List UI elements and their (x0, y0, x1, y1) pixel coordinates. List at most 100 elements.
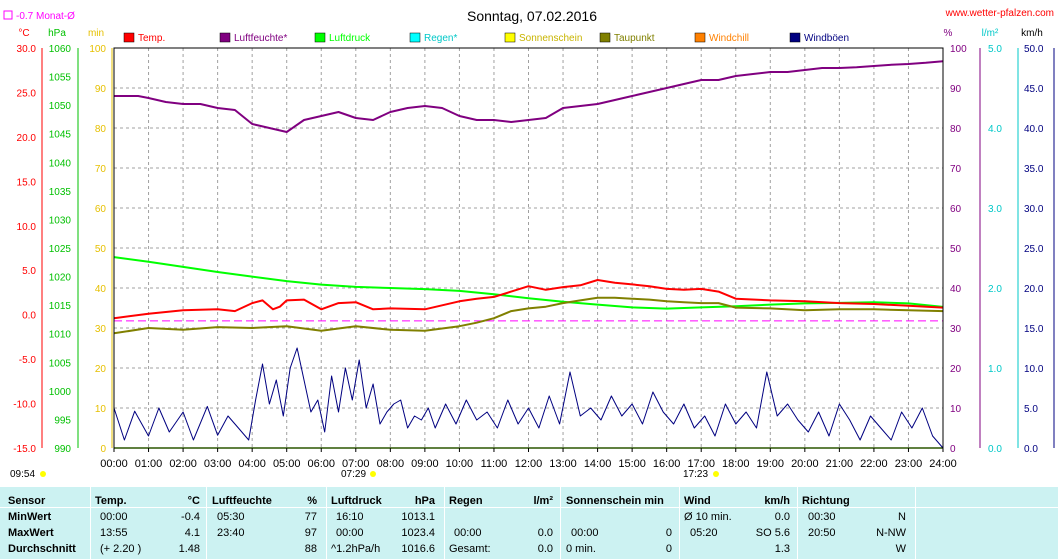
pressure-min-time: 16:10 (336, 511, 364, 523)
minutes-axis-tick-label: 20 (95, 364, 107, 375)
legend-item-sunshine: Sonnenschein (504, 32, 582, 44)
stats-divider (679, 487, 680, 559)
legend-label-temp: Temp. (138, 33, 165, 44)
wind-axis-tick-label: 40.0 (1024, 124, 1044, 135)
series-line-gust (113, 347, 944, 449)
start-sun-icon (40, 471, 46, 477)
legend-item-dewpoint: Taupunkt (599, 32, 655, 44)
wind-axis-tick-label: 15.0 (1024, 324, 1044, 335)
temp-avg-value: 1.48 (178, 543, 200, 555)
row-label-avg: Durchschnitt (8, 543, 76, 555)
time-tick-label: 19:00 (757, 458, 785, 470)
rain-axis-tick-label: 4.0 (988, 124, 1002, 135)
legend-item-temp: Temp. (123, 32, 165, 44)
time-tick-label: 16:00 (653, 458, 681, 470)
time-tick-label: 06:00 (307, 458, 335, 470)
pressure-unit: hPa (414, 495, 435, 507)
wind-axis-tick-label: 50.0 (1024, 44, 1044, 55)
temp-axis-tick-label: 20.0 (17, 133, 37, 144)
time-tick-label: 11:00 (481, 458, 508, 470)
humidity-axis-tick-label: 100 (950, 44, 967, 55)
rain-header: Regen (449, 495, 483, 507)
legend-swatch-rain (409, 32, 421, 43)
minutes-axis-tick-label: 0 (100, 444, 106, 455)
direction-max-value: N-NW (876, 527, 906, 539)
wind-avg-value: 1.3 (774, 543, 790, 555)
stats-divider (90, 487, 91, 559)
sunrise-icon (370, 471, 376, 477)
pressure-max-time: 00:00 (336, 527, 364, 539)
humidity-min-time: 05:30 (217, 511, 245, 523)
rain-axis-tick-label: 3.0 (988, 204, 1002, 215)
temp-avg-delta: (+ 2.20 ) (100, 543, 142, 555)
rain-axis-tick-label: 2.0 (988, 284, 1002, 295)
legend-swatch-sunshine (504, 32, 516, 43)
watermark-link[interactable]: www.wetter-pfalzen.com (945, 8, 1054, 19)
wind-axis-tick-label: 10.0 (1024, 364, 1044, 375)
rain-total-value: 0.0 (537, 543, 553, 555)
humidity-axis-tick-label: 70 (950, 164, 962, 175)
time-tick-label: 23:00 (895, 458, 923, 470)
wind-axis-tick-label: 35.0 (1024, 164, 1044, 175)
direction-min-time: 00:30 (808, 511, 836, 523)
temp-axis-tick-label: 15.0 (17, 177, 37, 188)
pressure-axis-tick-label: 1010 (49, 330, 72, 341)
row-label-sensor: Sensor (8, 495, 46, 507)
direction-max-time: 20:50 (808, 527, 836, 539)
time-tick-label: 22:00 (860, 458, 888, 470)
temp-axis-tick-label: 25.0 (17, 88, 37, 99)
unit-minutes: min (88, 28, 104, 39)
pressure-axis-tick-label: 1000 (49, 387, 72, 398)
pressure-axis-tick-label: 1015 (49, 301, 72, 312)
chart-title: Sonntag, 07.02.2016 (467, 8, 597, 24)
wind-max-value: SO 5.6 (755, 527, 790, 539)
humidity-axis-tick-label: 10 (950, 404, 962, 415)
legend-label-rain: Regen* (424, 33, 457, 44)
series-line-temp (113, 279, 944, 320)
sunshine-total: 0 min. (566, 543, 596, 555)
stats-divider (560, 487, 561, 559)
humidity-axis-tick-label: 40 (950, 284, 962, 295)
humidity-axis-tick-label: 0 (950, 444, 956, 455)
time-tick-label: 21:00 (826, 458, 854, 470)
rain-axis-tick-label: 0.0 (988, 444, 1002, 455)
minutes-axis-tick-label: 50 (95, 244, 107, 255)
pressure-axis-tick-label: 1025 (49, 244, 72, 255)
sunshine-max-value: 0 (665, 527, 672, 539)
unit-humidity: % (944, 28, 953, 39)
rain-axis-tick-label: 5.0 (988, 44, 1002, 55)
legend-item-pressure: Luftdruck (314, 32, 371, 44)
pressure-avg-value: 1016.6 (401, 543, 435, 555)
stats-divider (444, 487, 445, 559)
pressure-axis-tick-label: 1005 (49, 358, 72, 369)
legend-swatch-temp (123, 32, 135, 43)
unit-rain: l/m² (982, 28, 999, 39)
stats-table: Sensor MinWert MaxWert Durchschnitt Temp… (0, 487, 1058, 559)
wind-axis-tick-label: 30.0 (1024, 204, 1044, 215)
legend-item-humidity: Luftfeuchte* (219, 32, 287, 44)
temp-min-time: 00:00 (100, 511, 128, 523)
weather-chart: Sonntag, 07.02.2016 www.wetter-pfalzen.c… (3, 8, 1055, 480)
time-tick-label: 13:00 (549, 458, 577, 470)
minutes-axis-tick-label: 80 (95, 124, 107, 135)
direction-avg-value: W (895, 543, 906, 555)
sunrise-label: 07:29 (341, 469, 366, 480)
minutes-axis-tick-label: 100 (89, 44, 106, 55)
time-tick-label: 12:00 (515, 458, 543, 470)
direction-header: Richtung (802, 495, 850, 507)
wind-avg10-value: 0.0 (774, 511, 790, 523)
sunshine-max-time: 00:00 (571, 527, 599, 539)
series-line-humidity (114, 60, 944, 133)
pressure-axis-tick-label: 1050 (49, 101, 72, 112)
time-tick-label: 08:00 (377, 458, 405, 470)
pressure-trend: ^1.2hPa/h (331, 543, 381, 555)
stats-divider (326, 487, 327, 559)
pressure-header: Luftdruck (331, 495, 382, 507)
legend-label-windchill: Windchill (709, 33, 749, 44)
wind-max-time: 05:20 (690, 527, 718, 539)
legend-swatch-windchill (694, 32, 706, 43)
time-tick-label: 17:00 (687, 458, 715, 470)
minutes-axis-tick-label: 10 (95, 404, 107, 415)
monthly-note: -0.7 Monat-Ø (3, 10, 75, 22)
legend-item-rain: Regen* (409, 32, 457, 44)
